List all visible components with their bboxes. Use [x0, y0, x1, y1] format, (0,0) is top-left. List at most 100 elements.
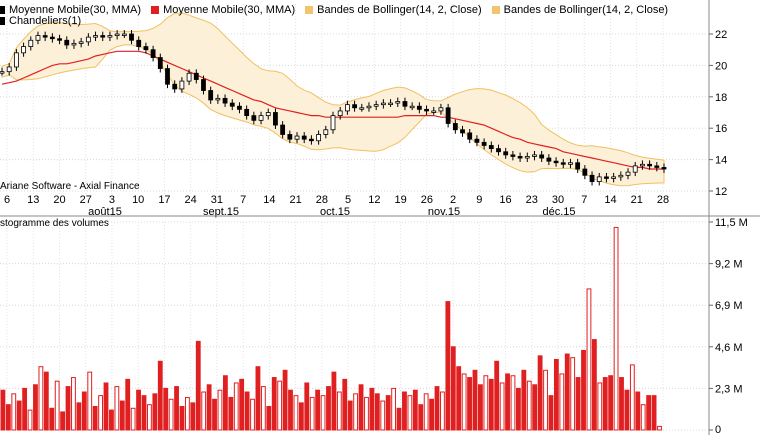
- candle-body: [589, 174, 595, 182]
- legend-label: Bandes de Bollinger(14, 2, Close): [317, 4, 482, 16]
- legend-item[interactable]: Moyenne Mobile(30, MMA): [0, 4, 141, 16]
- volume-bar: [233, 382, 239, 431]
- volume-bar: [255, 366, 261, 431]
- candle-body: [510, 154, 516, 157]
- month-tick-label: oct.15: [320, 206, 350, 218]
- legend-swatch: [0, 17, 5, 25]
- volume-bar: [619, 377, 624, 431]
- volume-bar: [548, 395, 554, 431]
- volume-bar: [499, 382, 505, 431]
- candle-body: [64, 39, 70, 46]
- volume-bar: [38, 366, 44, 431]
- candle-body: [0, 71, 5, 74]
- candle-body: [222, 97, 228, 104]
- candle-body: [143, 46, 149, 51]
- candle-body: [201, 79, 206, 91]
- candle-body: [100, 35, 106, 38]
- candle-body: [165, 68, 170, 85]
- volume-bar: [87, 371, 93, 431]
- candle-body: [460, 129, 465, 134]
- volume-bar: [195, 340, 201, 431]
- volume-axis: 0 2,3 M 4,6 M 6,9 M 9,2 M 11,5 M: [709, 217, 748, 435]
- volume-bar: [65, 386, 71, 431]
- volume-bar: [152, 393, 158, 431]
- candle-body: [71, 43, 77, 46]
- candle-body: [402, 101, 408, 107]
- candle-body: [654, 165, 660, 168]
- candle-body: [136, 39, 142, 47]
- legend-item[interactable]: Bandes de Bollinger(14, 2, Close): [491, 4, 668, 16]
- candle-body: [517, 156, 523, 159]
- candle-body: [129, 33, 134, 41]
- volume-bar: [423, 393, 429, 431]
- volume-bar: [640, 404, 646, 431]
- volume-bar: [537, 355, 543, 431]
- candle-body: [611, 176, 617, 179]
- candle-body: [380, 102, 386, 106]
- volume-bar: [483, 375, 489, 431]
- legend-row-1: Moyenne Mobile(30, MMA) Moyenne Mobile(3…: [0, 3, 678, 17]
- candle-body: [575, 162, 581, 170]
- volume-bar: [488, 378, 494, 431]
- legend-item[interactable]: Chandeliers(1): [0, 15, 81, 27]
- candle-body: [244, 108, 250, 117]
- volume-bar: [418, 404, 424, 431]
- volume-bar: [494, 360, 500, 431]
- legend-item[interactable]: Bandes de Bollinger(14, 2, Close): [305, 4, 482, 16]
- volume-bar: [76, 402, 82, 431]
- credit-text: Ariane Software - Axial Finance: [0, 181, 140, 192]
- volume-bar: [635, 391, 641, 431]
- candle-body: [78, 41, 84, 44]
- candle-body: [35, 35, 41, 41]
- volume-bar: [206, 384, 212, 431]
- candle-body: [28, 39, 34, 47]
- candle-body: [287, 134, 293, 140]
- candle-body: [251, 115, 257, 121]
- date-tick-label: 19: [394, 194, 406, 206]
- candle-body: [186, 72, 192, 82]
- volume-bar: [445, 301, 451, 431]
- candle-body: [553, 160, 559, 164]
- date-tick-label: 10: [132, 194, 144, 206]
- candle-body: [496, 148, 501, 153]
- volume-bar: [515, 387, 521, 431]
- volume-bar: [402, 391, 407, 431]
- candle-body: [157, 57, 163, 69]
- candle-body: [49, 36, 55, 40]
- volume-bar: [412, 389, 418, 431]
- candle-body: [661, 167, 667, 170]
- date-tick-label: 24: [185, 194, 197, 206]
- volume-tick-label: 4,6 M: [715, 342, 743, 354]
- legend-item[interactable]: Moyenne Mobile(30, MMA): [151, 4, 295, 16]
- volume-bar: [271, 377, 277, 431]
- volume-bar: [293, 395, 299, 431]
- candle-body: [438, 107, 444, 112]
- candle-body: [179, 80, 185, 90]
- volume-tick-label: 11,5 M: [715, 217, 748, 229]
- volume-bar: [651, 395, 657, 431]
- candle-body: [258, 115, 264, 121]
- candle-body: [323, 129, 329, 135]
- volume-bar: [440, 391, 445, 431]
- candle-body: [337, 110, 343, 117]
- candle-body: [524, 156, 530, 159]
- volume-bar: [309, 396, 315, 431]
- volume-bar: [0, 389, 6, 431]
- candle-body: [596, 176, 602, 182]
- volume-bar: [564, 353, 570, 431]
- volume-bar: [81, 391, 87, 431]
- volume-bar: [521, 369, 527, 431]
- candle-body: [632, 165, 638, 173]
- candle-body: [424, 108, 429, 112]
- candle-body: [359, 107, 365, 110]
- candle-body: [625, 171, 631, 176]
- volume-panel-title: stogramme des volumes: [0, 218, 109, 229]
- date-tick-label: 30: [552, 194, 564, 206]
- volume-bar: [288, 389, 293, 431]
- volume-bar: [266, 405, 272, 431]
- volume-bar: [461, 373, 467, 431]
- date-tick-label: 6: [4, 194, 10, 206]
- volume-bar: [277, 380, 283, 431]
- candle-body: [416, 105, 422, 110]
- volume-bar: [119, 400, 125, 431]
